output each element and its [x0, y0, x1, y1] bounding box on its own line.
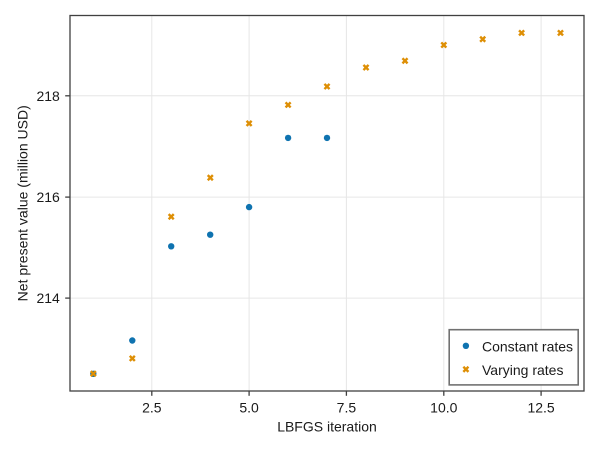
svg-text:5.0: 5.0	[239, 400, 259, 416]
svg-text:Varying rates: Varying rates	[482, 362, 563, 378]
svg-text:Constant rates: Constant rates	[482, 338, 573, 354]
svg-text:12.5: 12.5	[527, 400, 554, 416]
svg-text:216: 216	[36, 189, 60, 205]
svg-text:218: 218	[36, 88, 60, 104]
svg-text:Net present value (million USD: Net present value (million USD)	[15, 105, 31, 301]
svg-text:2.5: 2.5	[142, 400, 162, 416]
svg-text:7.5: 7.5	[337, 400, 357, 416]
svg-text:10.0: 10.0	[430, 400, 457, 416]
svg-text:214: 214	[36, 290, 60, 306]
svg-text:LBFGS iteration: LBFGS iteration	[277, 419, 377, 435]
